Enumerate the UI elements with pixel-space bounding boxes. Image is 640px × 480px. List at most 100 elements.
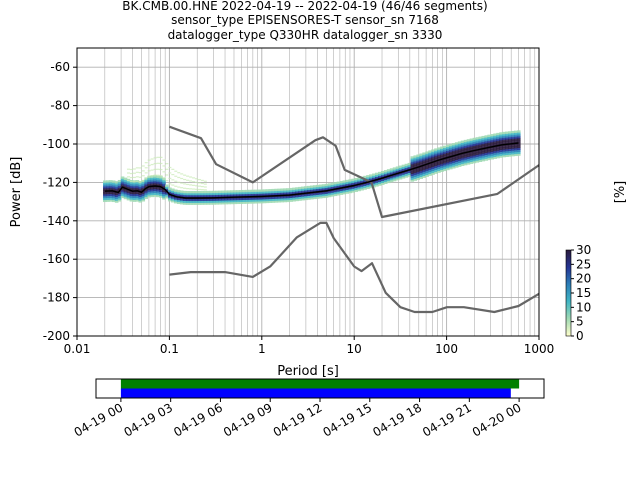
histogram-cell (215, 200, 219, 203)
histogram-cell (425, 155, 429, 158)
timeline-tick-label: 04-19 18 (370, 400, 424, 439)
histogram-cell (413, 176, 418, 179)
histogram-cell (460, 150, 465, 153)
histogram-cell (185, 200, 190, 203)
histogram-cell (265, 191, 270, 194)
histogram-cell (186, 179, 190, 181)
histogram-cell (253, 191, 258, 194)
histogram-cell (239, 199, 243, 203)
histogram-cell (126, 176, 130, 178)
histogram-cell (141, 195, 146, 198)
histogram-cell (165, 186, 169, 189)
histogram-cell (274, 198, 279, 201)
histogram-cell (129, 191, 134, 194)
histogram-cell (197, 182, 201, 184)
histogram-cell (330, 192, 335, 195)
histogram-cell (516, 149, 521, 152)
histogram-cell (153, 186, 157, 190)
histogram-cell (392, 167, 397, 170)
histogram-cell (446, 158, 450, 161)
histogram-cell (111, 197, 116, 201)
histogram-cell (147, 193, 151, 196)
histogram-cell (472, 157, 477, 160)
histogram-cell (457, 156, 462, 160)
histogram-cell (117, 185, 122, 189)
histogram-cell (413, 159, 418, 162)
histogram-cell (354, 185, 358, 189)
histogram-cell (345, 179, 350, 183)
histogram-cell (218, 192, 222, 195)
histogram-cell (312, 189, 317, 192)
histogram-cell (431, 149, 435, 152)
histogram-cell (188, 190, 193, 194)
histogram-cell (230, 197, 234, 201)
histogram-cell (188, 192, 193, 196)
histogram-cell (103, 186, 107, 189)
histogram-cell (123, 181, 128, 184)
histogram-cell (129, 180, 133, 183)
histogram-cell (478, 146, 483, 149)
histogram-cell (502, 145, 506, 148)
histogram-cell (481, 137, 486, 141)
colorbar-tick-label: 30 (576, 243, 591, 257)
histogram-cell (446, 148, 450, 152)
histogram-cell (366, 184, 370, 188)
histogram-cell (301, 198, 305, 201)
histogram-cell (454, 159, 459, 162)
histogram-cell (141, 180, 145, 182)
histogram-cell (197, 198, 202, 202)
histogram-cell (437, 160, 441, 164)
histogram-cell (123, 183, 128, 186)
histogram-cell (197, 185, 201, 187)
histogram-cell (103, 184, 107, 187)
histogram-cell (227, 192, 231, 195)
histogram-cell (197, 190, 202, 194)
histogram-cell (487, 140, 491, 143)
histogram-cell (357, 186, 361, 190)
histogram-cell (392, 175, 397, 178)
histogram-cell (410, 173, 415, 176)
histogram-cell (463, 159, 468, 162)
histogram-cell (292, 187, 296, 190)
histogram-cell (431, 158, 435, 162)
histogram-cell (138, 188, 143, 192)
histogram-cell (239, 197, 243, 201)
histogram-cell (419, 153, 423, 156)
histogram-cell (312, 187, 317, 190)
histogram-cell (451, 150, 456, 154)
histogram-cell (171, 184, 175, 186)
histogram-cell (103, 180, 107, 183)
histogram-cell (454, 142, 459, 145)
histogram-cell (357, 181, 361, 184)
histogram-cell (434, 154, 438, 157)
histogram-cell (336, 189, 341, 192)
histogram-cell (135, 195, 140, 198)
histogram-cell (147, 170, 151, 172)
histogram-cell (351, 190, 355, 193)
histogram-cell (318, 192, 323, 195)
histogram-cell (159, 193, 163, 196)
histogram-cell (440, 148, 444, 151)
histogram-cell (327, 183, 332, 186)
histogram-cell (360, 180, 364, 183)
histogram-cell (274, 196, 279, 199)
histogram-cell (150, 192, 154, 196)
histogram-cell (215, 190, 219, 194)
nlnm-curve (169, 221, 540, 314)
histogram-cell (298, 188, 302, 192)
histogram-cell (286, 199, 290, 203)
histogram-cell (236, 193, 240, 197)
histogram-cell (150, 187, 154, 190)
histogram-cell (472, 141, 477, 145)
histogram-cell (153, 190, 157, 194)
histogram-cell (147, 164, 151, 167)
histogram-cell (315, 194, 320, 197)
histogram-cell (321, 193, 326, 197)
histogram-cell (315, 188, 320, 192)
histogram-cell (440, 150, 444, 153)
histogram-cell (366, 175, 370, 178)
histogram-cell (298, 194, 302, 197)
histogram-cell (150, 188, 154, 192)
histogram-cell (221, 190, 225, 193)
histogram-cell (253, 199, 258, 202)
